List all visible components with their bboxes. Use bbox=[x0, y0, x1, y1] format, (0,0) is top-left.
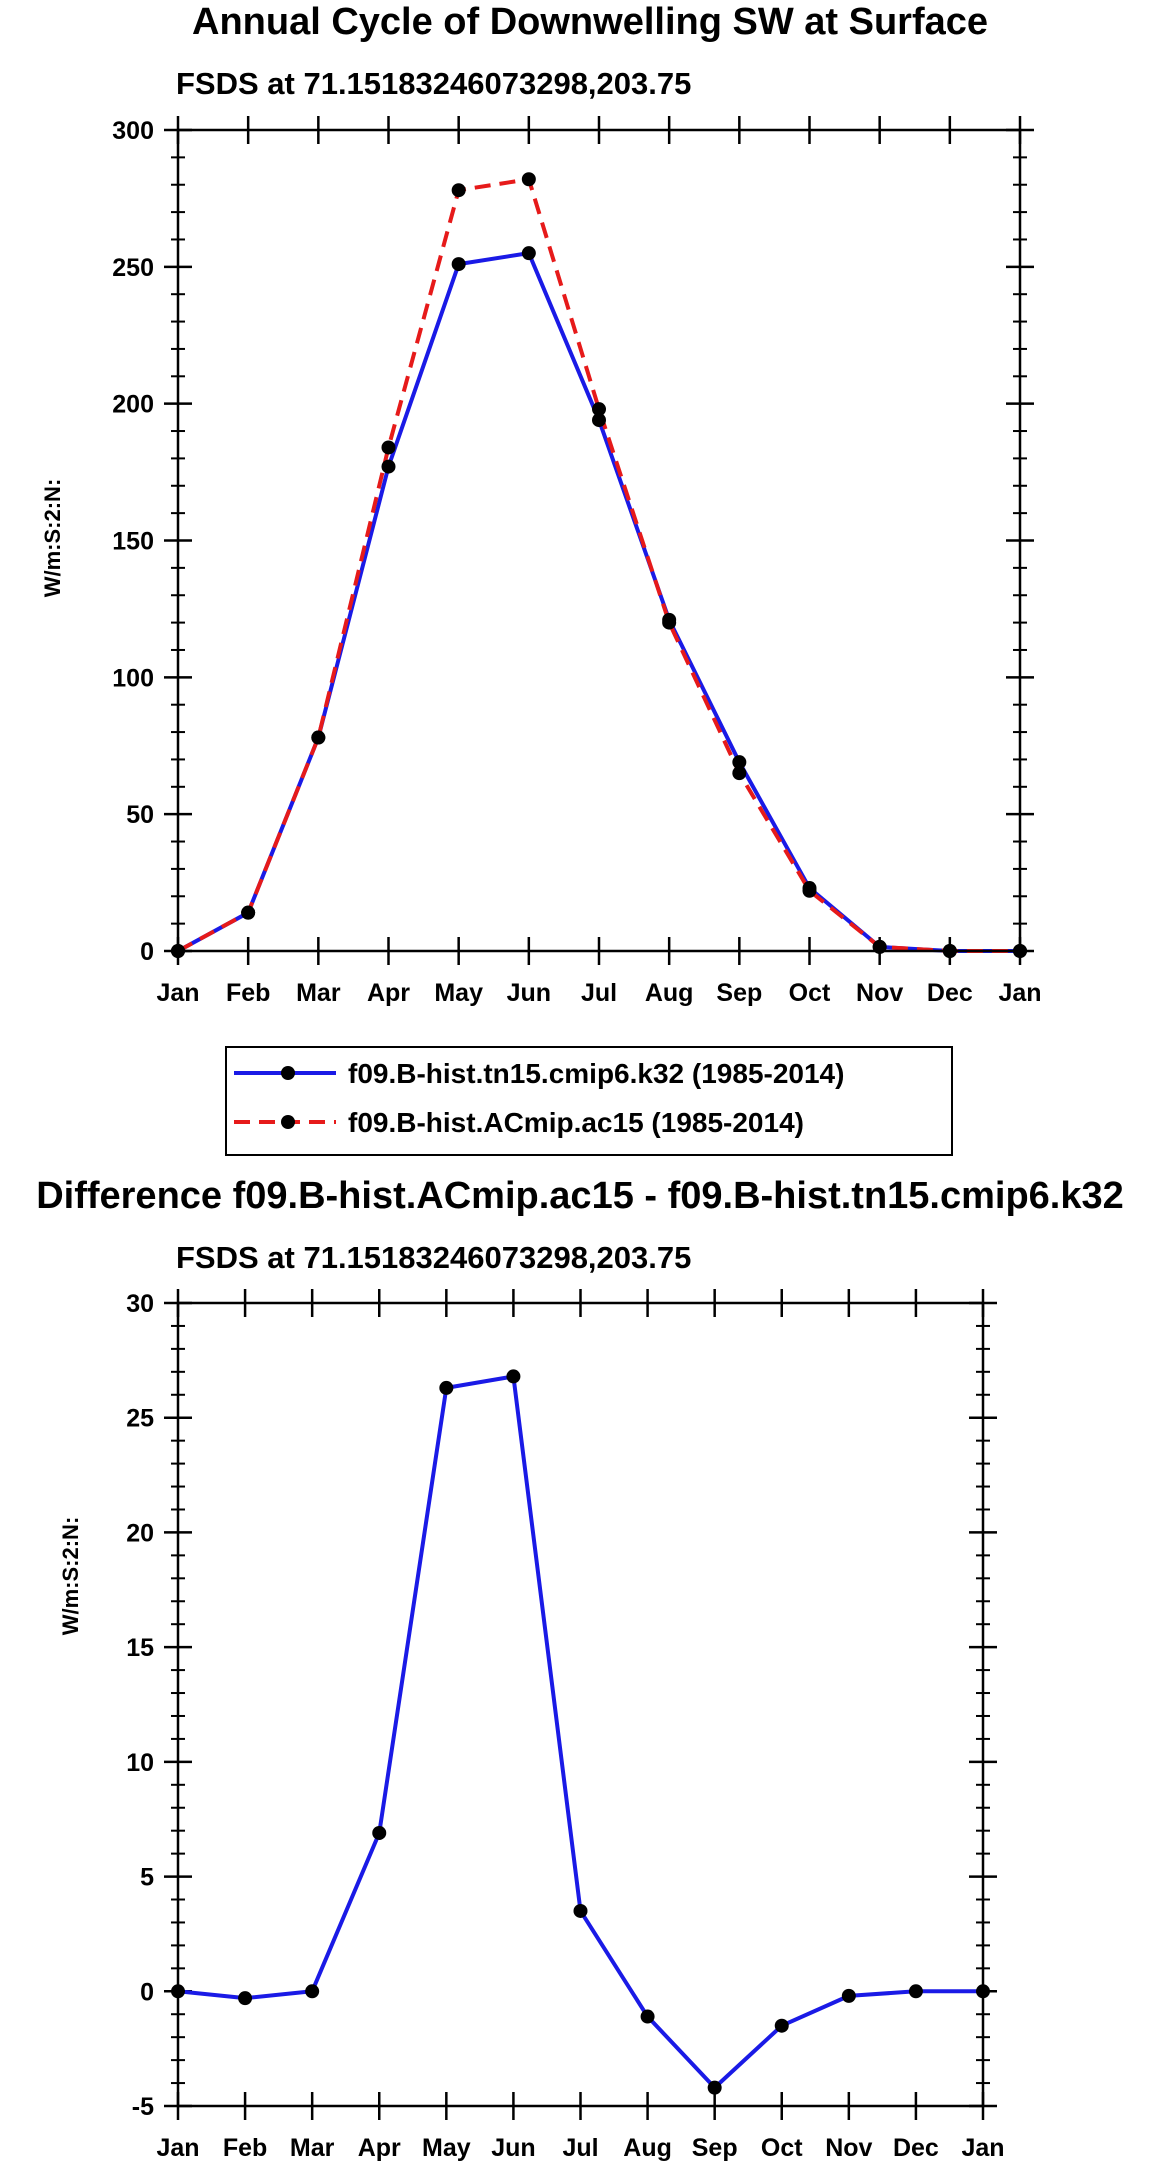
data-point bbox=[707, 2080, 722, 2095]
y-tick-label: 25 bbox=[126, 1405, 154, 1433]
y-tick-label: 250 bbox=[112, 254, 154, 282]
data-point bbox=[451, 257, 466, 272]
x-tick-label: Jan bbox=[998, 979, 1041, 1007]
x-tick-label: Feb bbox=[226, 979, 270, 1007]
data-point bbox=[521, 246, 536, 261]
chart-subtitle: FSDS at 71.15183246073298,203.75 bbox=[176, 66, 691, 101]
x-tick-label: Dec bbox=[893, 2134, 939, 2162]
y-tick-label: 50 bbox=[126, 801, 154, 829]
x-tick-label: Apr bbox=[367, 979, 410, 1007]
data-point bbox=[662, 615, 677, 630]
y-tick-label: 0 bbox=[140, 1978, 154, 2006]
x-tick-label: Mar bbox=[296, 979, 341, 1007]
chart-subtitle: FSDS at 71.15183246073298,203.75 bbox=[176, 1240, 691, 1275]
data-point bbox=[592, 413, 606, 428]
x-tick-label: Oct bbox=[761, 2134, 803, 2162]
x-tick-label: Feb bbox=[223, 2134, 267, 2162]
x-tick-label: Mar bbox=[290, 2134, 335, 2162]
plot-frame bbox=[176, 1301, 985, 2108]
data-series bbox=[171, 172, 1027, 958]
y-tick-label: 100 bbox=[112, 664, 154, 692]
data-point bbox=[506, 1369, 521, 1384]
y-tick-label: 0 bbox=[140, 938, 154, 966]
data-point bbox=[802, 883, 817, 898]
data-point bbox=[311, 730, 326, 745]
x-tick-label: Jun bbox=[507, 979, 551, 1007]
plot-frame bbox=[176, 128, 1022, 953]
legend-marker-series-1 bbox=[281, 1066, 295, 1080]
data-point bbox=[521, 172, 536, 187]
chart-title: Difference f09.B-hist.ACmip.ac15 - f09.B… bbox=[36, 1175, 1124, 1217]
series-line-2 bbox=[177, 177, 1020, 953]
data-point bbox=[439, 1380, 454, 1395]
difference-chart: Difference f09.B-hist.ACmip.ac15 - f09.B… bbox=[36, 1175, 1124, 2162]
data-point bbox=[732, 766, 747, 781]
y-tick-label: 5 bbox=[140, 1864, 154, 1892]
x-tick-labels: Jan Feb Mar Apr May Jun Jul Aug Sep Oct Nov Dec Jan bbox=[156, 2134, 1004, 2162]
data-point bbox=[241, 905, 256, 920]
data-point bbox=[640, 2009, 655, 2024]
data-point bbox=[908, 1984, 923, 1999]
x-tick-label: Aug bbox=[623, 2134, 672, 2162]
x-tick-label: Sep bbox=[716, 979, 762, 1007]
x-tick-label: Jan bbox=[961, 2134, 1004, 2162]
chart-title: Annual Cycle of Downwelling SW at Surfac… bbox=[192, 1, 988, 43]
x-tick-labels: Jan Feb Mar Apr May Jun Jul Aug Sep Oct Nov Dec Jan bbox=[156, 979, 1041, 1007]
data-point bbox=[305, 1984, 320, 1999]
y-axis-label: W/m:S:2:N: bbox=[40, 479, 65, 598]
data-point bbox=[451, 183, 466, 198]
legend-label-series-1: f09.B-hist.tn15.cmip6.k32 (1985-2014) bbox=[348, 1058, 844, 1089]
data-point bbox=[381, 459, 396, 474]
x-tick-label: Jul bbox=[581, 979, 617, 1007]
data-point bbox=[573, 1903, 588, 1918]
x-tick-label: Nov bbox=[856, 979, 903, 1007]
data-point bbox=[841, 1988, 856, 2003]
data-point bbox=[732, 755, 747, 770]
data-point bbox=[592, 402, 606, 417]
legend: f09.B-hist.tn15.cmip6.k32 (1985-2014) f0… bbox=[225, 1046, 953, 1156]
x-tick-label: May bbox=[434, 979, 483, 1007]
y-tick-label: 200 bbox=[112, 391, 154, 419]
x-tick-label: Jun bbox=[491, 2134, 535, 2162]
x-tick-label: Dec bbox=[927, 979, 973, 1007]
series-line-1 bbox=[177, 251, 1020, 953]
data-series bbox=[171, 1369, 990, 2095]
x-tick-label: Sep bbox=[692, 2134, 738, 2162]
annual-cycle-chart: Annual Cycle of Downwelling SW at Surfac… bbox=[40, 1, 1042, 1007]
axis-ticks bbox=[164, 116, 1034, 965]
x-tick-label: Jul bbox=[562, 2134, 598, 2162]
data-point bbox=[238, 1991, 253, 2006]
y-tick-label: 300 bbox=[112, 117, 154, 145]
y-axis-label: W/m:S:2:N: bbox=[58, 1517, 83, 1636]
data-point bbox=[381, 440, 396, 455]
y-tick-label: 30 bbox=[126, 1290, 154, 1318]
legend-marker-series-2 bbox=[281, 1115, 295, 1129]
legend-label-series-2: f09.B-hist.ACmip.ac15 (1985-2014) bbox=[348, 1107, 804, 1138]
y-tick-label: 150 bbox=[112, 528, 154, 556]
data-point bbox=[372, 1825, 387, 1840]
y-tick-labels: -5 0 5 10 15 20 25 30 bbox=[126, 1290, 154, 2121]
x-tick-label: Aug bbox=[645, 979, 694, 1007]
y-tick-label: -5 bbox=[132, 2093, 154, 2121]
x-tick-label: May bbox=[422, 2134, 471, 2162]
x-tick-label: Apr bbox=[358, 2134, 401, 2162]
data-point bbox=[774, 2018, 789, 2033]
series-line-1 bbox=[177, 1374, 983, 2090]
y-tick-label: 10 bbox=[126, 1749, 154, 1777]
x-tick-label: Oct bbox=[789, 979, 831, 1007]
x-tick-label: Nov bbox=[825, 2134, 872, 2162]
x-tick-label: Jan bbox=[156, 979, 199, 1007]
y-tick-label: 20 bbox=[126, 1519, 154, 1547]
y-tick-labels: 0 50 100 150 200 250 300 bbox=[112, 117, 154, 966]
x-tick-label: Jan bbox=[156, 2134, 199, 2162]
legend-box bbox=[225, 1046, 953, 1156]
y-tick-label: 15 bbox=[126, 1634, 154, 1662]
